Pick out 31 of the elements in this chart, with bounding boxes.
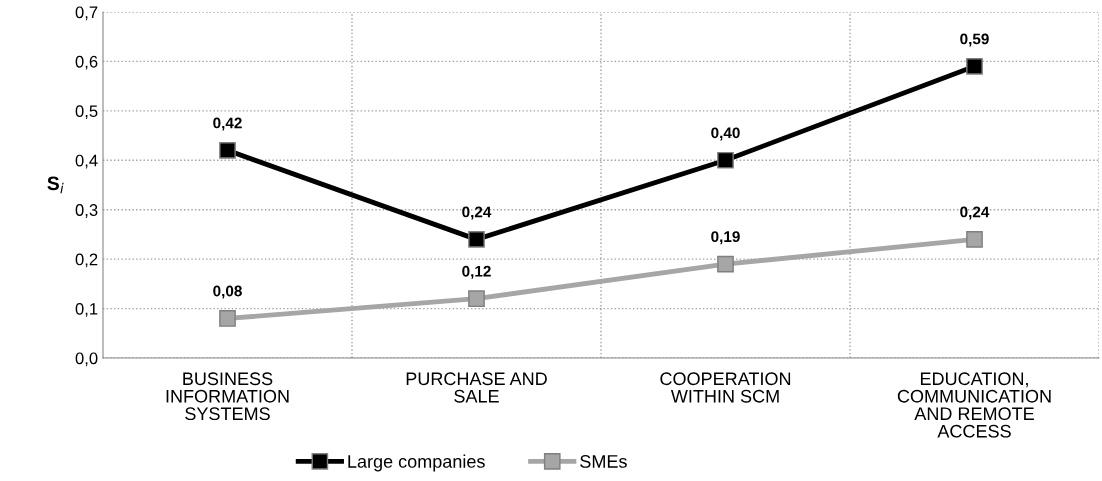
- data-label: 0,08: [213, 285, 242, 299]
- data-label: 0,12: [462, 265, 491, 279]
- point: [966, 58, 983, 75]
- y-tick-label: 0,5: [75, 105, 98, 120]
- legend-label: Large companies: [348, 454, 485, 472]
- point: [468, 290, 485, 308]
- y-tick-label: 0,1: [75, 302, 98, 317]
- point: [219, 310, 236, 327]
- y-tick-label: 0,0: [75, 352, 98, 367]
- data-label: 0,42: [213, 117, 242, 131]
- point: [219, 142, 236, 159]
- y-tick-label: 0,3: [75, 204, 98, 218]
- y-tick-label: 0,7: [75, 6, 98, 21]
- x-tick-label: COOPERATION WITHIN SCM: [660, 372, 791, 403]
- y-tick-label: 0,4: [75, 154, 98, 169]
- data-label: 0,24: [462, 206, 492, 220]
- point: [468, 231, 485, 248]
- legend-label: SMEs: [580, 455, 627, 468]
- data-label: 0,40: [711, 127, 740, 141]
- data-label: 0,59: [960, 33, 989, 47]
- y-tick-label: 0,2: [75, 253, 98, 268]
- y-tick-label: 0,6: [75, 55, 98, 70]
- data-label: 0,24: [960, 206, 990, 220]
- point: [966, 231, 983, 248]
- x-tick-label: BUSINESS INFORMATION SYSTEMS: [166, 372, 289, 421]
- x-tick-label: EDUCATION, COMMUNICATION AND REMOTE ACCESS: [897, 372, 1051, 438]
- point: [717, 255, 734, 273]
- y-axis-title: S$_{i}$: [47, 176, 64, 194]
- point: [717, 151, 734, 169]
- data-label: 0,19: [711, 231, 740, 245]
- x-tick-label: PURCHASE AND SALE: [406, 372, 547, 403]
